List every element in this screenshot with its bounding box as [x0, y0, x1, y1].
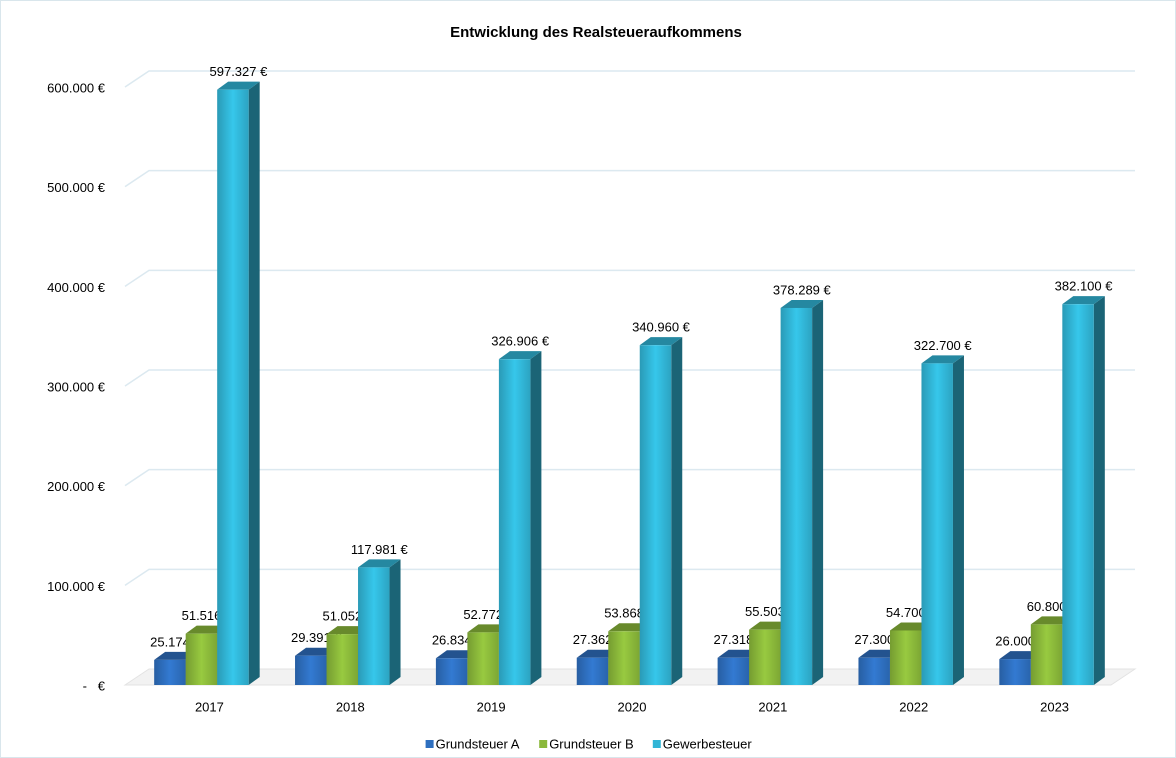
- bar-side: [952, 355, 964, 685]
- value-label: 382.100 €: [1055, 279, 1114, 294]
- bar-top: [1062, 296, 1105, 305]
- y-tick-label: - €: [83, 678, 106, 693]
- value-label: 378.289 €: [773, 282, 832, 297]
- bar: [921, 363, 953, 685]
- bar: [435, 658, 468, 685]
- bar: [358, 567, 390, 685]
- grid-line: [124, 169, 1135, 188]
- y-tick-label: 600.000 €: [47, 80, 106, 95]
- bar: [185, 633, 218, 685]
- y-tick-label: 300.000 €: [47, 379, 106, 394]
- bar: [467, 632, 499, 685]
- bar-side: [671, 337, 683, 685]
- legend-swatch: [425, 740, 434, 748]
- bar: [326, 634, 359, 685]
- bar-side: [248, 81, 260, 686]
- bar-side: [530, 351, 542, 685]
- bar-side: [1093, 296, 1105, 685]
- grid-line: [124, 269, 1135, 287]
- bar-top: [780, 299, 824, 308]
- bar-side: [812, 299, 824, 685]
- x-tick-label: 2022: [899, 699, 928, 714]
- y-tick-label: 100.000 €: [47, 579, 106, 594]
- value-label: 340.960 €: [632, 320, 691, 335]
- legend-label: Gewerbesteuer: [663, 736, 753, 751]
- bar: [858, 657, 890, 685]
- x-tick-label: 2020: [618, 699, 647, 714]
- value-label: 597.327 €: [210, 64, 269, 79]
- bar: [717, 657, 750, 685]
- grid-line: [124, 70, 1135, 88]
- y-tick-label: 500.000 €: [47, 180, 106, 195]
- x-tick-label: 2018: [336, 699, 365, 714]
- bar: [1062, 304, 1094, 685]
- legend-label: Grundsteuer A: [436, 736, 520, 751]
- x-tick-label: 2023: [1040, 699, 1069, 714]
- value-label: 117.981 €: [351, 542, 409, 557]
- legend-swatch: [652, 740, 661, 748]
- bar: [498, 359, 531, 685]
- bar: [749, 629, 781, 685]
- bar: [1030, 624, 1063, 685]
- bar: [576, 657, 609, 685]
- bar: [295, 655, 327, 685]
- bar: [999, 659, 1031, 685]
- bar-top: [217, 81, 260, 90]
- legend-swatch: [539, 740, 548, 748]
- bar: [608, 631, 640, 685]
- x-tick-label: 2017: [195, 699, 224, 714]
- bar-top: [498, 351, 542, 360]
- bar: [889, 630, 922, 685]
- bar: [217, 89, 249, 686]
- value-label: 326.906 €: [491, 334, 550, 349]
- chart-title: Entwicklung des Realsteueraufkommens: [450, 24, 742, 41]
- legend-label: Grundsteuer B: [549, 736, 634, 751]
- value-label: 322.700 €: [914, 338, 973, 353]
- bar-side: [389, 559, 401, 685]
- bar: [639, 345, 672, 685]
- bar-top: [639, 337, 683, 346]
- x-tick-label: 2019: [477, 699, 506, 714]
- bar: [780, 307, 813, 685]
- bar: [154, 659, 186, 685]
- y-tick-label: 400.000 €: [47, 280, 106, 295]
- bar-top: [921, 355, 964, 364]
- x-tick-label: 2021: [758, 699, 787, 714]
- y-tick-label: 200.000 €: [47, 479, 106, 494]
- bar-top: [358, 559, 401, 568]
